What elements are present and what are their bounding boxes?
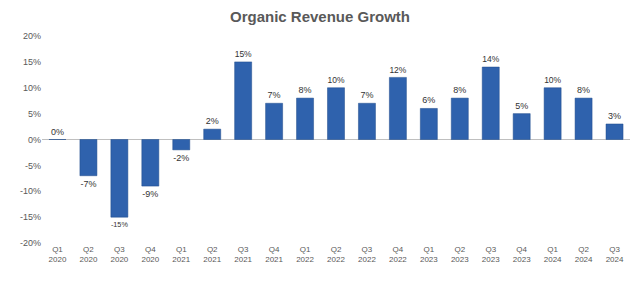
svg-text:0%: 0% [28, 135, 41, 145]
svg-text:Q12021: Q12021 [172, 245, 190, 264]
svg-text:Q32021: Q32021 [234, 245, 252, 264]
svg-text:Q22020: Q22020 [80, 245, 98, 264]
svg-text:Q42021: Q42021 [265, 245, 283, 264]
svg-text:Q32023: Q32023 [482, 245, 500, 264]
svg-text:-2%: -2% [173, 153, 189, 163]
svg-text:-10%: -10% [20, 186, 41, 196]
svg-text:Q22023: Q22023 [451, 245, 469, 264]
svg-text:-15%: -15% [111, 220, 129, 229]
svg-text:Q42023: Q42023 [513, 245, 531, 264]
svg-text:Q12022: Q12022 [296, 245, 314, 264]
svg-text:Q42020: Q42020 [141, 245, 159, 264]
svg-text:8%: 8% [453, 85, 466, 95]
svg-text:Organic Revenue Growth: Organic Revenue Growth [230, 8, 410, 25]
svg-text:7%: 7% [360, 90, 373, 100]
svg-text:Q32024: Q32024 [606, 245, 624, 264]
svg-text:15%: 15% [235, 49, 252, 59]
svg-text:5%: 5% [28, 109, 41, 119]
svg-text:8%: 8% [299, 85, 312, 95]
svg-text:10%: 10% [23, 83, 41, 93]
svg-text:Q12023: Q12023 [420, 245, 438, 264]
svg-text:Q42022: Q42022 [389, 245, 407, 264]
svg-text:-20%: -20% [20, 238, 41, 248]
svg-text:Q22022: Q22022 [327, 245, 345, 264]
svg-text:Q22024: Q22024 [575, 245, 593, 264]
svg-text:15%: 15% [23, 57, 41, 67]
svg-text:5%: 5% [515, 101, 528, 111]
svg-text:0%: 0% [51, 127, 64, 137]
svg-text:7%: 7% [268, 90, 281, 100]
svg-text:-7%: -7% [80, 179, 96, 189]
svg-text:3%: 3% [608, 111, 621, 121]
svg-text:10%: 10% [327, 75, 344, 85]
svg-text:2%: 2% [206, 116, 219, 126]
svg-text:6%: 6% [422, 95, 435, 105]
svg-text:-9%: -9% [142, 189, 158, 199]
svg-text:-5%: -5% [25, 161, 41, 171]
svg-text:Q32022: Q32022 [358, 245, 376, 264]
svg-text:Q12020: Q12020 [49, 245, 67, 264]
svg-text:12%: 12% [389, 65, 406, 75]
svg-text:Q22021: Q22021 [203, 245, 221, 264]
svg-text:20%: 20% [23, 31, 41, 41]
svg-text:14%: 14% [482, 54, 499, 64]
svg-text:-15%: -15% [20, 212, 41, 222]
svg-text:Q32020: Q32020 [110, 245, 128, 264]
svg-text:8%: 8% [577, 85, 590, 95]
svg-text:Q12024: Q12024 [544, 245, 562, 264]
svg-text:10%: 10% [544, 75, 561, 85]
